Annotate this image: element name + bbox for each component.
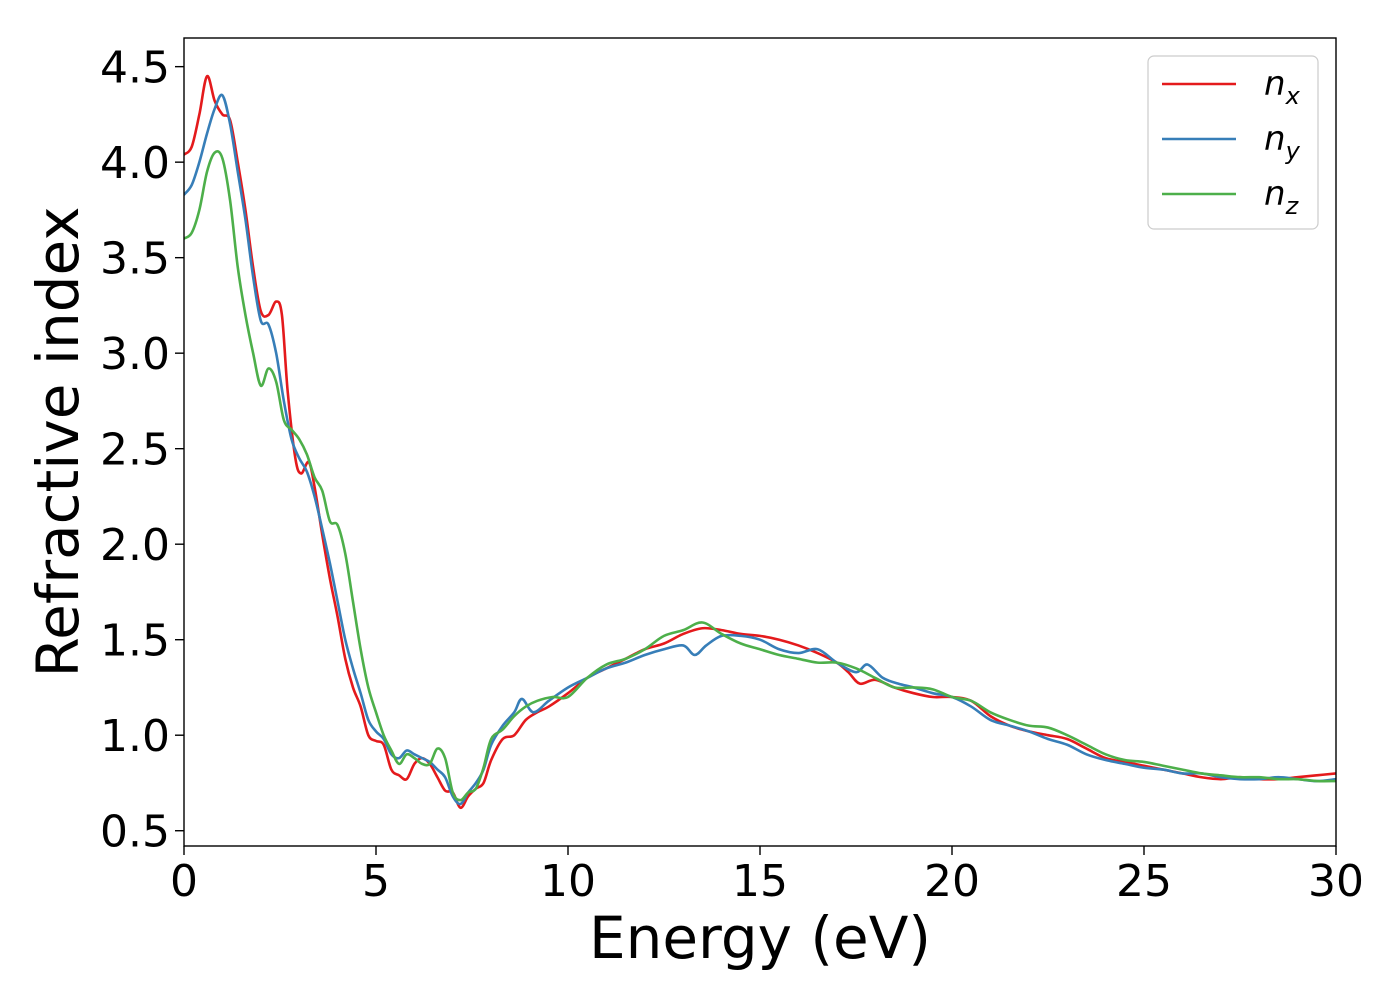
x-tick-label: 30 xyxy=(1308,856,1364,907)
y-axis: 0.5 1.0 1.5 2.0 2.5 3.0 3.5 4.0 4.5 xyxy=(100,43,184,858)
y-tick-label: 0.5 xyxy=(100,807,170,858)
x-axis: 0 5 10 15 20 25 30 xyxy=(170,846,1364,907)
y-tick-label: 2.5 xyxy=(100,425,170,476)
y-tick-label: 3.0 xyxy=(100,329,170,380)
x-axis-label: Energy (eV) xyxy=(589,904,931,972)
legend: nx ny nz xyxy=(1147,55,1319,230)
series-line-ny xyxy=(184,93,1336,806)
legend-label-ny: ny xyxy=(1264,119,1301,165)
legend-label-nz: nz xyxy=(1264,174,1300,220)
x-tick-label: 20 xyxy=(924,856,980,907)
y-tick-label: 1.0 xyxy=(100,711,170,762)
x-tick-label: 5 xyxy=(362,856,390,907)
y-tick-label: 4.5 xyxy=(100,43,170,94)
series-layer xyxy=(184,74,1336,810)
legend-label-nx: nx xyxy=(1264,64,1301,110)
series-line-nz xyxy=(184,150,1336,802)
x-tick-label: 25 xyxy=(1116,856,1172,907)
y-tick-label: 3.5 xyxy=(100,234,170,285)
x-tick-label: 15 xyxy=(732,856,788,907)
y-tick-label: 2.0 xyxy=(100,520,170,571)
legend-box xyxy=(1147,55,1319,230)
y-tick-label: 1.5 xyxy=(100,616,170,667)
y-tick-label: 4.0 xyxy=(100,138,170,189)
x-tick-label: 0 xyxy=(170,856,198,907)
x-tick-label: 10 xyxy=(540,856,596,907)
series-line-nx xyxy=(184,74,1336,810)
y-axis-label: Refractive index xyxy=(24,206,92,677)
